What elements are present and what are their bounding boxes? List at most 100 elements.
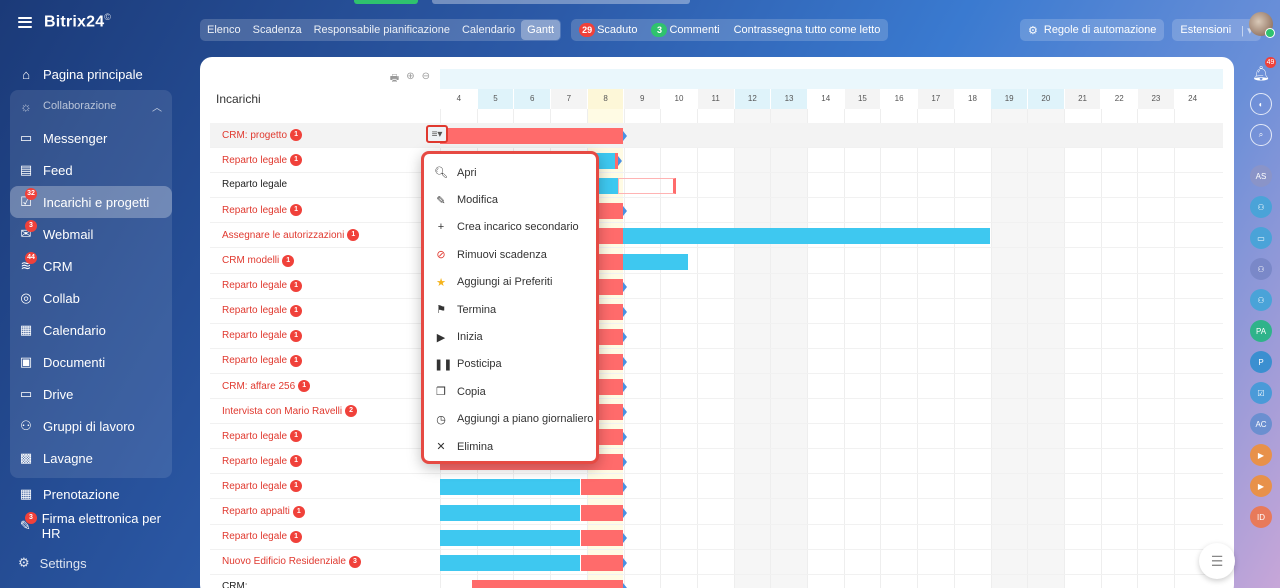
sidebar-item-calendar[interactable]: ▦ Calendario [19,322,106,338]
table-row[interactable]: Nuovo Edificio Residenziale 3 [210,550,1223,575]
task-title[interactable]: CRM: progetto 1 [222,129,303,141]
task-title[interactable]: Reparto legale 1 [222,329,303,342]
menu-item-clock[interactable]: ◷ Aggiungi a piano giornaliero [424,406,596,433]
gantt-bar[interactable] [440,529,580,546]
task-title[interactable]: Reparto legale 1 [222,480,303,493]
sidebar-item-documents[interactable]: ▣ Documenti [19,354,106,370]
sidebar-item-home[interactable]: ⌂ Pagina principale [10,58,172,90]
print-icon[interactable]: 🖶︎ [389,73,400,84]
task-title[interactable]: Reparto legale 1 [222,430,303,443]
table-row[interactable]: Reparto legale 1 [210,274,1223,299]
comments-counter[interactable]: 3 Commenti [651,23,720,37]
sidebar-item-groups[interactable]: ⚇ Gruppi di lavoro [10,410,172,442]
menu-item-play[interactable]: ▶ Inizia [424,323,596,350]
menu-item-flag[interactable]: ⚑ Termina [424,296,596,323]
sidebar-item-esign[interactable]: ✎ 3 Firma elettronica per HR [19,511,161,541]
task-title[interactable]: Intervista con Mario Ravelli 2 [222,405,358,418]
tab-gantt[interactable]: Gantt [521,20,561,40]
tab-calendar[interactable]: Calendario [461,24,516,36]
menu-item-close[interactable]: ✕ Elimina [424,433,596,460]
contact-avatar-ac[interactable]: AC [1250,413,1272,435]
gantt-bar[interactable] [615,153,622,170]
table-row[interactable]: Assegnare le autorizzazioni 1 [210,223,1223,249]
task-title[interactable]: Reparto legale 1 [222,304,303,317]
user-avatar[interactable] [1249,12,1275,38]
task-title[interactable]: Reparto legale 1 [222,455,303,468]
mark-all-read-link[interactable]: Contrassegna tutto come letto [733,24,881,36]
gantt-bar[interactable] [440,479,580,496]
contact-avatar-id[interactable]: ID [1250,506,1272,528]
video-call-icon[interactable]: ▶ [1250,444,1272,466]
table-row[interactable]: Reparto legale 1 [210,449,1223,475]
gantt-bar[interactable] [623,228,990,245]
gantt-bar[interactable] [440,554,580,571]
table-row[interactable]: Reparto legale 1 [210,424,1223,450]
row-menu-button[interactable]: ≡▾ [426,125,448,143]
table-row[interactable]: CRM: progetto 1 ≡▾ [210,123,1223,148]
contact-group-icon-2[interactable]: ⚇ [1250,258,1272,280]
gantt-bar[interactable] [440,504,580,521]
gantt-bar[interactable] [581,554,627,571]
tab-planner[interactable]: Responsabile pianificazione [313,24,450,36]
sidebar-item-collaboration[interactable]: ☼ Collaborazione ︿ [10,90,172,122]
sidebar-item-crm[interactable]: ≋ 44 CRM [10,250,172,282]
menu-item-pencil[interactable]: ✎ Modifica [424,186,596,213]
task-title[interactable]: Reparto legale [222,179,288,191]
task-title[interactable]: Reparto legale 1 [222,530,303,543]
task-title[interactable]: Reparto legale 1 [222,204,303,217]
task-title[interactable]: Reparto legale 1 [222,279,303,292]
task-title[interactable]: Reparto legale 1 [222,154,303,167]
table-row[interactable]: CRM modelli 1 [210,249,1223,274]
copilot-icon[interactable]: ◐ [1250,93,1272,115]
table-row[interactable]: Reparto legale 1 [210,474,1223,500]
menu-icon[interactable] [18,16,32,28]
task-title[interactable]: Assegnare le autorizzazioni 1 [222,229,360,242]
table-row[interactable]: Intervista con Mario Ravelli 2 [210,399,1223,425]
sidebar-item-collab[interactable]: ◎ Collab [10,282,172,314]
sidebar-item-booking[interactable]: ▦ Prenotazione [19,486,120,502]
sidebar-item-tasks[interactable]: ☑ 32 Incarichi e progetti [10,186,172,218]
video-call-icon-2[interactable]: ▶ [1250,475,1272,497]
gantt-bar[interactable] [623,253,688,270]
menu-item-remove-deadline[interactable]: ⊘ Rimuovi scadenza [424,241,596,268]
task-title[interactable]: CRM modelli 1 [222,254,295,267]
menu-item-copy[interactable]: ❐ Copia [424,378,596,405]
contact-avatar-p[interactable]: P [1250,351,1272,373]
table-row[interactable]: Reparto legale 1 [210,349,1223,374]
zoom-out-icon[interactable]: ⊖ [421,71,430,82]
task-title[interactable]: Reparto appalti 1 [222,505,305,518]
contact-avatar-pa[interactable]: PA [1250,320,1272,342]
task-title[interactable]: Nuovo Edificio Residenziale 3 [222,555,361,568]
table-row[interactable]: CRM: [210,575,1223,588]
list-icon[interactable]: ☰ [1199,543,1235,579]
menu-item-pause[interactable]: ❚❚ Posticipa [434,358,502,371]
chevron-up-icon[interactable]: ︿ [152,102,162,114]
logo[interactable]: Bitrix24© [44,12,112,31]
sidebar-settings[interactable]: ⚙ Settings [18,555,87,571]
gantt-bar[interactable] [581,529,627,546]
contact-chat-icon[interactable]: ▭ [1250,227,1272,249]
bell-icon[interactable]: 🔔︎ 49 [1252,57,1276,81]
tab-list[interactable]: Elenco [207,24,241,36]
table-row[interactable]: CRM: affare 256 1 [210,374,1223,399]
search-chat-icon[interactable]: ⌕ [1250,124,1272,146]
table-row[interactable]: Reparto appalti 1 [210,500,1223,525]
table-row[interactable]: Reparto legale 1 [210,198,1223,224]
table-row[interactable]: Reparto legale 1 [210,324,1223,349]
contact-group-icon[interactable]: ⚇ [1250,196,1272,218]
gantt-bar[interactable] [618,178,676,195]
menu-item-plus[interactable]: + Crea incarico secondario [424,214,596,241]
automation-rules-button[interactable]: ⚙ Regole di automazione [1020,19,1165,41]
gantt-bar[interactable] [581,504,627,521]
menu-item-search[interactable]: 🔍︎ Apri [434,166,477,180]
contact-group-icon-3[interactable]: ⚇ [1250,289,1272,311]
gantt-bar[interactable] [581,479,627,496]
extensions-button[interactable]: Estensioni | ▾ [1172,19,1261,41]
sidebar-item-feed[interactable]: ▤ Feed [19,162,73,178]
table-row[interactable]: Reparto legale 1 [210,525,1223,550]
menu-item-star[interactable]: ★ Aggiungi ai Preferiti [424,269,596,296]
task-title[interactable]: Reparto legale 1 [222,354,303,367]
gantt-bar[interactable] [440,128,627,144]
task-title[interactable]: CRM: affare 256 1 [222,380,311,392]
sidebar-item-drive[interactable]: ▭ Drive [19,386,74,402]
